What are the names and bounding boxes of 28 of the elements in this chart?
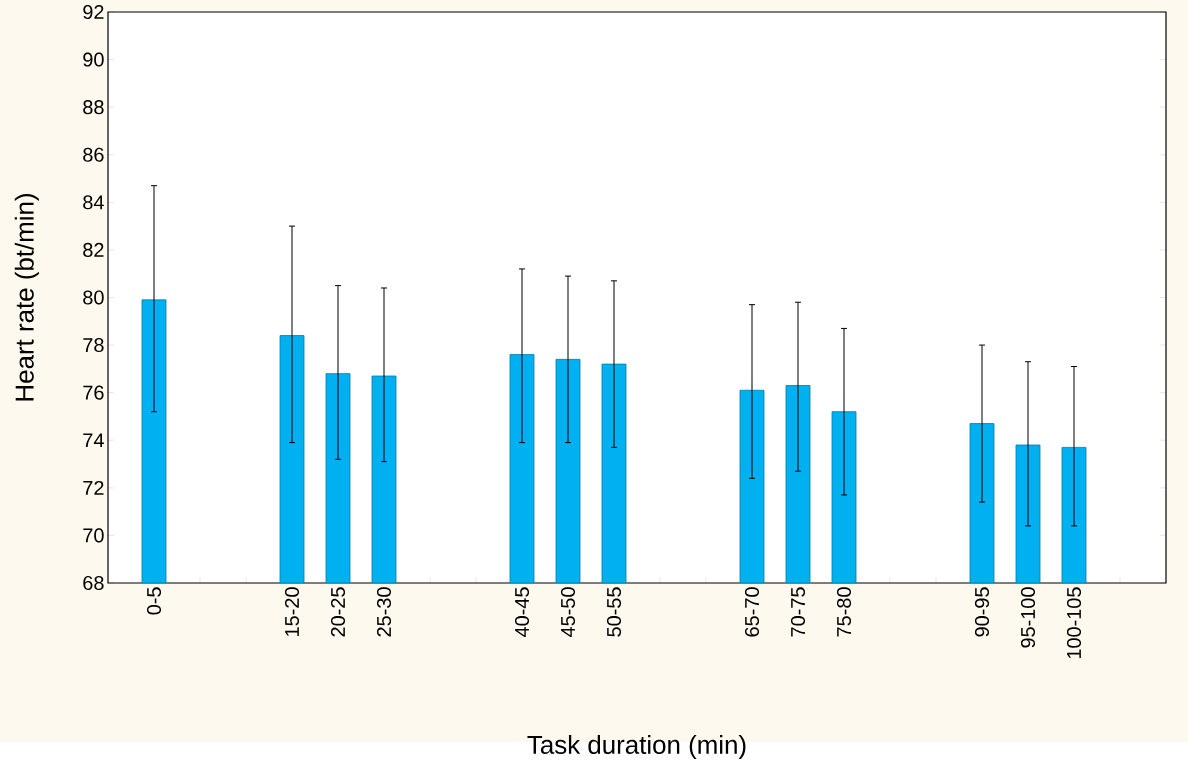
y-tick-label: 74 xyxy=(83,433,104,447)
x-tick-label: 20-25 xyxy=(330,587,346,637)
x-tick-label: 45-50 xyxy=(560,587,576,637)
x-axis-title: Task duration (min) xyxy=(527,734,746,759)
x-tick-label: 25-30 xyxy=(376,587,392,637)
y-tick-label: 92 xyxy=(83,4,104,19)
y-tick-label: 70 xyxy=(83,528,104,543)
y-tick-label: 72 xyxy=(83,480,104,495)
x-tick-label: 95-100 xyxy=(1020,587,1036,648)
x-tick-label: 15-20 xyxy=(284,587,300,636)
x-tick-label: 100-105 xyxy=(1066,587,1082,658)
x-tick-label: 40-45 xyxy=(514,587,530,637)
y-tick-label: 88 xyxy=(83,99,104,114)
x-tick-label: 90-95 xyxy=(974,587,990,637)
y-tick-label: 76 xyxy=(83,385,104,400)
x-tick-label: 0-5 xyxy=(146,587,162,615)
x-tick-label: 65-70 xyxy=(744,587,760,637)
y-tick-label: 82 xyxy=(83,242,104,257)
y-tick-label: 78 xyxy=(83,337,104,352)
x-tick-label: 50-55 xyxy=(606,587,622,637)
y-tick-label: 84 xyxy=(83,195,104,210)
x-tick-label: 70-75 xyxy=(790,587,806,637)
y-axis-title: Heart rate (bt/min) xyxy=(14,193,39,401)
y-tick-label: 86 xyxy=(83,147,104,162)
y-tick-label: 68 xyxy=(83,575,104,590)
y-tick-label: 80 xyxy=(83,290,104,305)
y-tick-label: 90 xyxy=(83,52,104,67)
x-tick-label: 75-80 xyxy=(836,587,852,637)
